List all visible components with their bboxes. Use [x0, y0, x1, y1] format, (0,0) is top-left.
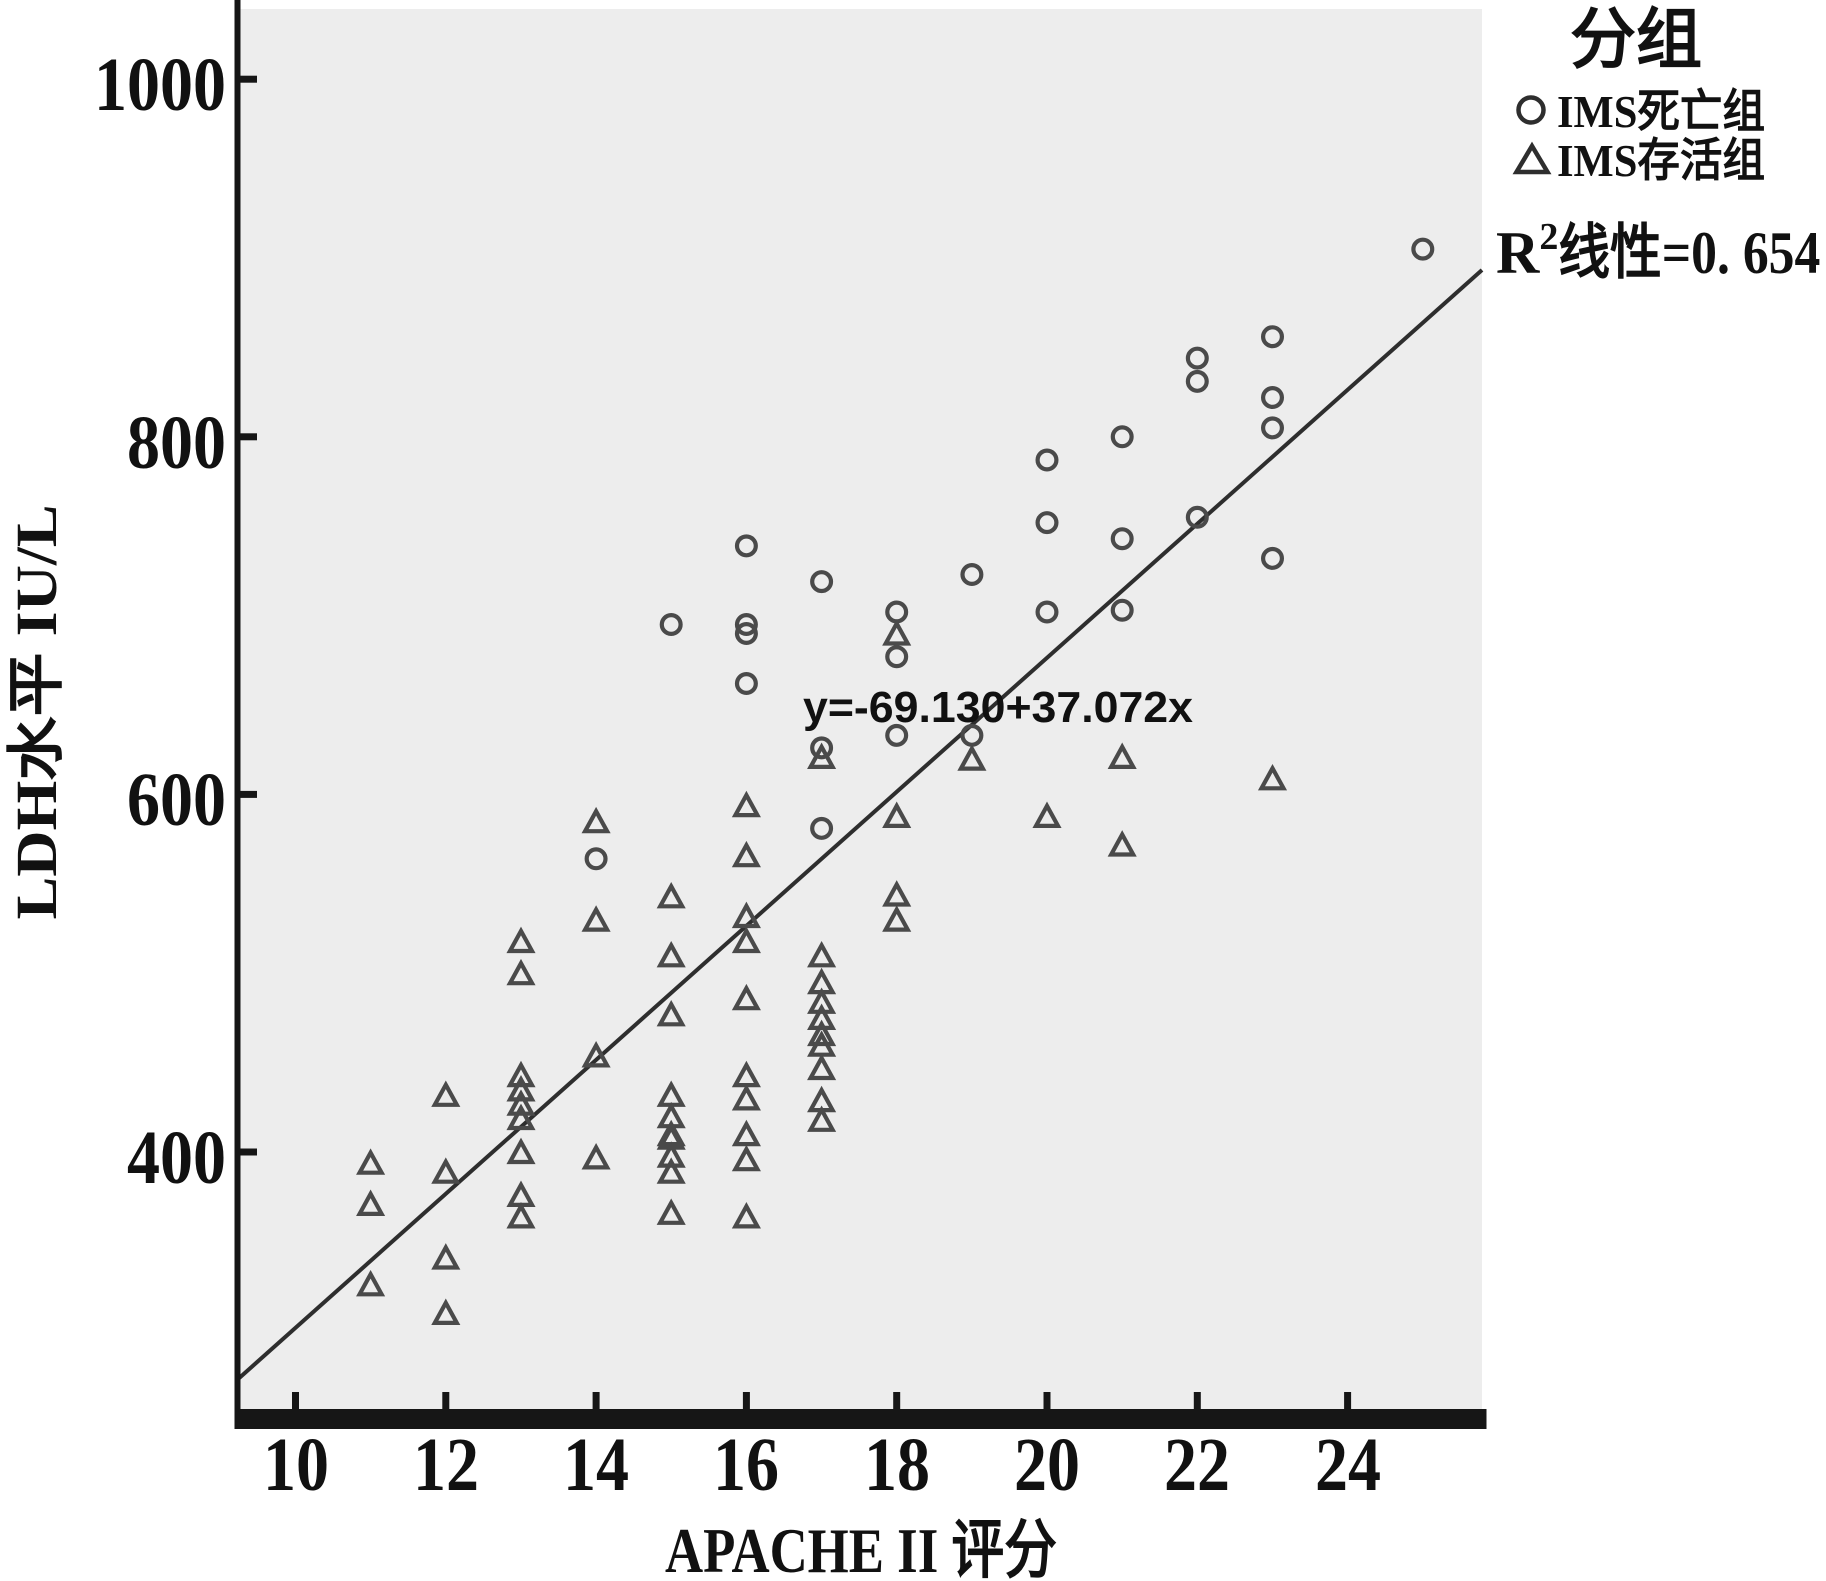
svg-text:16: 16 [713, 1423, 779, 1507]
svg-text:分组: 分组 [1570, 4, 1702, 77]
svg-text:y=-69.130+37.072x: y=-69.130+37.072x [803, 683, 1194, 732]
svg-text:IMS存活组: IMS存活组 [1557, 135, 1765, 186]
svg-text:14: 14 [563, 1423, 629, 1507]
svg-text:600: 600 [127, 758, 226, 842]
svg-text:20: 20 [1014, 1423, 1080, 1507]
svg-text:APACHE II 评分: APACHE II 评分 [665, 1515, 1057, 1581]
svg-text:24: 24 [1315, 1423, 1381, 1507]
svg-text:800: 800 [127, 401, 226, 485]
svg-text:12: 12 [413, 1423, 479, 1507]
svg-text:LDH水平 IU/L: LDH水平 IU/L [4, 505, 69, 920]
svg-text:1000: 1000 [94, 43, 226, 127]
svg-text:10: 10 [263, 1423, 329, 1507]
svg-text:18: 18 [864, 1423, 930, 1507]
svg-text:IMS死亡组: IMS死亡组 [1557, 86, 1765, 137]
svg-text:22: 22 [1164, 1423, 1230, 1507]
svg-text:400: 400 [127, 1116, 226, 1200]
